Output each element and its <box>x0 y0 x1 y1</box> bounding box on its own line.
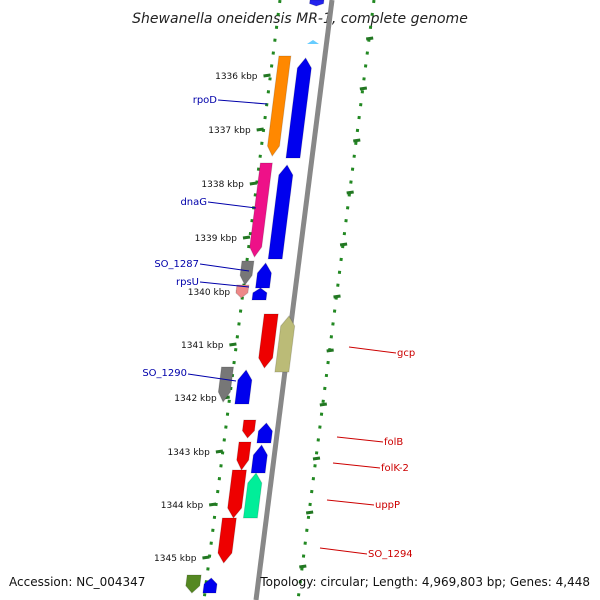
gene-label-SO_1290: SO_1290 <box>142 368 187 379</box>
leader-line <box>332 462 381 469</box>
leader-line <box>187 373 237 382</box>
tick-mark <box>215 449 224 454</box>
gene-label-folB: folB <box>384 437 403 448</box>
tick-label: 1342 kbp <box>174 394 217 404</box>
gene-arrow-rpsU-cds <box>251 287 268 301</box>
gene-label-gcp: gcp <box>397 348 415 359</box>
tick-label: 1338 kbp <box>201 180 244 190</box>
accession-text: Accession: NC_004347 <box>9 575 146 589</box>
gene-label-SO_1294: SO_1294 <box>368 549 413 560</box>
gene-arrow-rpoD <box>266 55 292 157</box>
tick-mark <box>339 242 348 247</box>
leader-line <box>348 346 397 354</box>
gene-arrow-gcp <box>258 313 279 369</box>
tick-label: 1336 kbp <box>215 72 258 82</box>
gene-arrow-SO_1294 <box>217 517 237 564</box>
tick-mark <box>249 181 258 186</box>
gene-arrow-rpsU <box>235 284 250 299</box>
leader-line <box>199 263 250 272</box>
gene-features <box>185 0 325 594</box>
gene-arrow-dnaG-cds <box>267 164 294 260</box>
tick-mark <box>346 190 354 195</box>
tick-label: 1344 kbp <box>161 501 204 511</box>
gene-arrow <box>308 0 325 7</box>
tick-mark <box>299 564 307 569</box>
tick-label: 1337 kbp <box>208 126 251 136</box>
gene-labels: rpoD dnaG SO_1287 rpsU SO_1290 gcp folB folK-2 u… <box>142 95 415 560</box>
gene-label-dnaG: dnaG <box>180 197 207 208</box>
tick-label: 1345 kbp <box>154 554 197 564</box>
tick-mark <box>319 402 328 407</box>
gene-arrow-folK-2 <box>236 441 252 471</box>
gene-arrow <box>185 574 202 594</box>
gene-arrow-SO_1290 <box>217 366 235 403</box>
gene-arrow-SO_1287-cds <box>254 262 272 289</box>
leader-line <box>336 436 384 443</box>
tick-mark <box>256 127 264 132</box>
tick-label: 1341 kbp <box>181 341 224 351</box>
gene-arrow-folK-2-cds <box>250 444 268 474</box>
topology-text: Topology: circular; Length: 4,969,803 bp… <box>260 575 590 589</box>
leader-line <box>199 281 250 288</box>
gene-arrow-uppP <box>227 469 248 519</box>
tick-mark <box>263 73 271 78</box>
tick-label: 1340 kbp <box>188 288 231 298</box>
tick-mark <box>353 138 361 143</box>
gene-arrow <box>202 577 218 594</box>
leader-line <box>217 99 268 105</box>
gene-marker <box>307 40 319 44</box>
gene-arrow-folB-cds <box>256 422 273 444</box>
gene-label-folK-2: folK-2 <box>381 463 409 474</box>
tick-mark <box>333 294 341 299</box>
tick-mark <box>312 456 321 461</box>
tick-mark <box>365 36 374 41</box>
gene-arrow-dnaG <box>249 162 273 258</box>
tick-marks: 1336 kbp 1337 kbp 1338 kbp 1339 kbp 1340 kbp… <box>154 36 374 569</box>
tick-label: 1339 kbp <box>195 234 238 244</box>
gene-arrow-folB <box>241 419 257 439</box>
gene-label-SO_1287: SO_1287 <box>154 259 199 270</box>
tick-mark <box>208 502 217 507</box>
gene-arrow-rpoD-cds <box>285 57 312 159</box>
leader-line <box>319 547 368 555</box>
tick-mark <box>229 342 237 347</box>
gene-label-rpoD: rpoD <box>193 95 218 106</box>
gene-arrow-gcp-cds <box>274 315 296 373</box>
tick-label: 1343 kbp <box>167 448 210 458</box>
tick-mark <box>326 348 334 353</box>
gene-arrow-SO_1287 <box>239 260 255 286</box>
leader-line <box>207 201 257 209</box>
tick-mark <box>305 510 314 515</box>
gene-label-rpsU: rpsU <box>176 277 199 288</box>
gene-arrow-uppP-cds <box>242 472 263 519</box>
gene-label-uppP: uppP <box>375 500 400 511</box>
genome-backbone <box>253 0 335 600</box>
leader-line <box>326 499 375 506</box>
tick-mark <box>242 235 251 240</box>
map-title: Shewanella oneidensis MR-1, complete gen… <box>132 11 468 27</box>
gene-arrow-SO_1290-cds <box>234 369 253 405</box>
tick-mark <box>359 86 368 91</box>
tick-mark <box>202 555 210 560</box>
